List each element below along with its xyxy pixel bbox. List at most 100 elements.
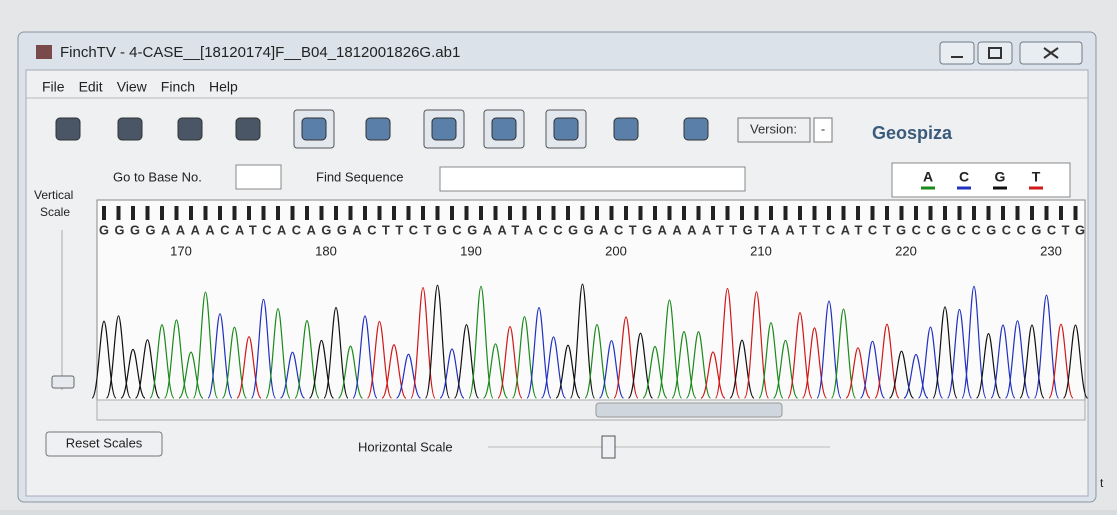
window-title: FinchTV - 4-CASE__[18120174]F__B04_18120… — [60, 44, 460, 61]
quality-bar — [131, 206, 135, 220]
quality-bar — [740, 206, 744, 220]
toolbar-icon[interactable] — [178, 118, 202, 140]
quality-bar — [465, 206, 469, 220]
toolbar-icon[interactable] — [554, 118, 578, 140]
quality-bar — [595, 206, 599, 220]
quality-bar — [1016, 206, 1020, 220]
maximize-button[interactable] — [978, 42, 1012, 64]
quality-bar — [943, 206, 947, 220]
quality-bar — [668, 206, 672, 220]
screen: FinchTV - 4-CASE__[18120174]F__B04_18120… — [0, 0, 1117, 510]
quality-bar — [711, 206, 715, 220]
version-value: - — [821, 121, 825, 136]
toolbar-icon[interactable] — [432, 118, 456, 140]
menu-item[interactable]: File — [42, 79, 65, 95]
quality-bar — [262, 206, 266, 220]
legend-box — [892, 163, 1070, 197]
menu-item[interactable]: Help — [209, 79, 238, 95]
position-label: 190 — [460, 243, 482, 258]
quality-bar — [697, 206, 701, 220]
menu-item[interactable]: Finch — [161, 79, 195, 95]
quality-bar — [334, 206, 338, 220]
find-label: Find Sequence — [316, 169, 403, 184]
menu-item[interactable]: View — [117, 79, 148, 95]
toolbar-icon[interactable] — [118, 118, 142, 140]
goto-label: Go to Base No. — [113, 169, 202, 184]
quality-bar — [726, 206, 730, 220]
quality-bar — [900, 206, 904, 220]
menu-item[interactable]: Edit — [79, 79, 103, 95]
position-label: 200 — [605, 243, 627, 258]
quality-bar — [233, 206, 237, 220]
goto-input[interactable] — [236, 165, 281, 189]
minimize-button[interactable] — [940, 42, 974, 64]
quality-bar — [552, 206, 556, 220]
vertical-scale-label: Vertical — [34, 188, 73, 202]
quality-bar — [218, 206, 222, 220]
quality-bar — [508, 206, 512, 220]
legend-base: G — [995, 169, 1006, 185]
quality-bar — [885, 206, 889, 220]
quality-bar — [958, 206, 962, 220]
quality-bar — [798, 206, 802, 220]
quality-bar — [204, 206, 208, 220]
quality-bar — [479, 206, 483, 220]
quality-bar — [784, 206, 788, 220]
quality-bar — [494, 206, 498, 220]
quality-bar — [305, 206, 309, 220]
window-controls — [940, 42, 1082, 64]
quality-bar — [407, 206, 411, 220]
quality-bar — [566, 206, 570, 220]
legend-base: A — [923, 169, 933, 185]
quality-bar — [189, 206, 193, 220]
quality-bar — [842, 206, 846, 220]
legend-base: T — [1032, 169, 1041, 185]
toolbar-icon[interactable] — [684, 118, 708, 140]
horizontal-scrollbar[interactable] — [97, 400, 1085, 420]
quality-bar — [421, 206, 425, 220]
quality-bar — [320, 206, 324, 220]
toolbar-icon[interactable] — [492, 118, 516, 140]
vertical-slider-thumb[interactable] — [52, 376, 74, 388]
quality-bar — [871, 206, 875, 220]
find-input[interactable] — [440, 167, 745, 191]
toolbar-icon[interactable] — [236, 118, 260, 140]
quality-bar — [1001, 206, 1005, 220]
toolbar-icon[interactable] — [302, 118, 326, 140]
version-label: Version: — [750, 121, 797, 136]
quality-bar — [363, 206, 367, 220]
position-label: 230 — [1040, 243, 1062, 258]
vertical-scale-label: Scale — [40, 205, 70, 219]
position-label: 180 — [315, 243, 337, 258]
reset-scales-label: Reset Scales — [66, 435, 143, 450]
quality-bar — [610, 206, 614, 220]
quality-bar — [160, 206, 164, 220]
quality-bar — [929, 206, 933, 220]
quality-bar — [755, 206, 759, 220]
quality-bar — [856, 206, 860, 220]
quality-bar — [813, 206, 817, 220]
scrollbar-thumb[interactable] — [596, 403, 782, 417]
brand-logo: Geospiza — [872, 123, 953, 143]
quality-bar — [624, 206, 628, 220]
toolbar-icon[interactable] — [56, 118, 80, 140]
toolbar-icon[interactable] — [614, 118, 638, 140]
quality-bar — [987, 206, 991, 220]
quality-bar — [247, 206, 251, 220]
quality-bar — [682, 206, 686, 220]
horizontal-scale-label: Horizontal Scale — [358, 439, 453, 454]
quality-bar — [827, 206, 831, 220]
quality-bar — [392, 206, 396, 220]
quality-bar — [291, 206, 295, 220]
quality-bar — [914, 206, 918, 220]
page: FinchTV - 4-CASE__[18120174]F__B04_18120… — [0, 0, 1117, 510]
toolbar-icon[interactable] — [366, 118, 390, 140]
quality-bar — [175, 206, 179, 220]
quality-bar — [436, 206, 440, 220]
quality-bar — [972, 206, 976, 220]
quality-bar — [639, 206, 643, 220]
position-label: 210 — [750, 243, 772, 258]
quality-bar — [537, 206, 541, 220]
horizontal-slider-thumb[interactable] — [602, 436, 615, 458]
quality-bar — [349, 206, 353, 220]
